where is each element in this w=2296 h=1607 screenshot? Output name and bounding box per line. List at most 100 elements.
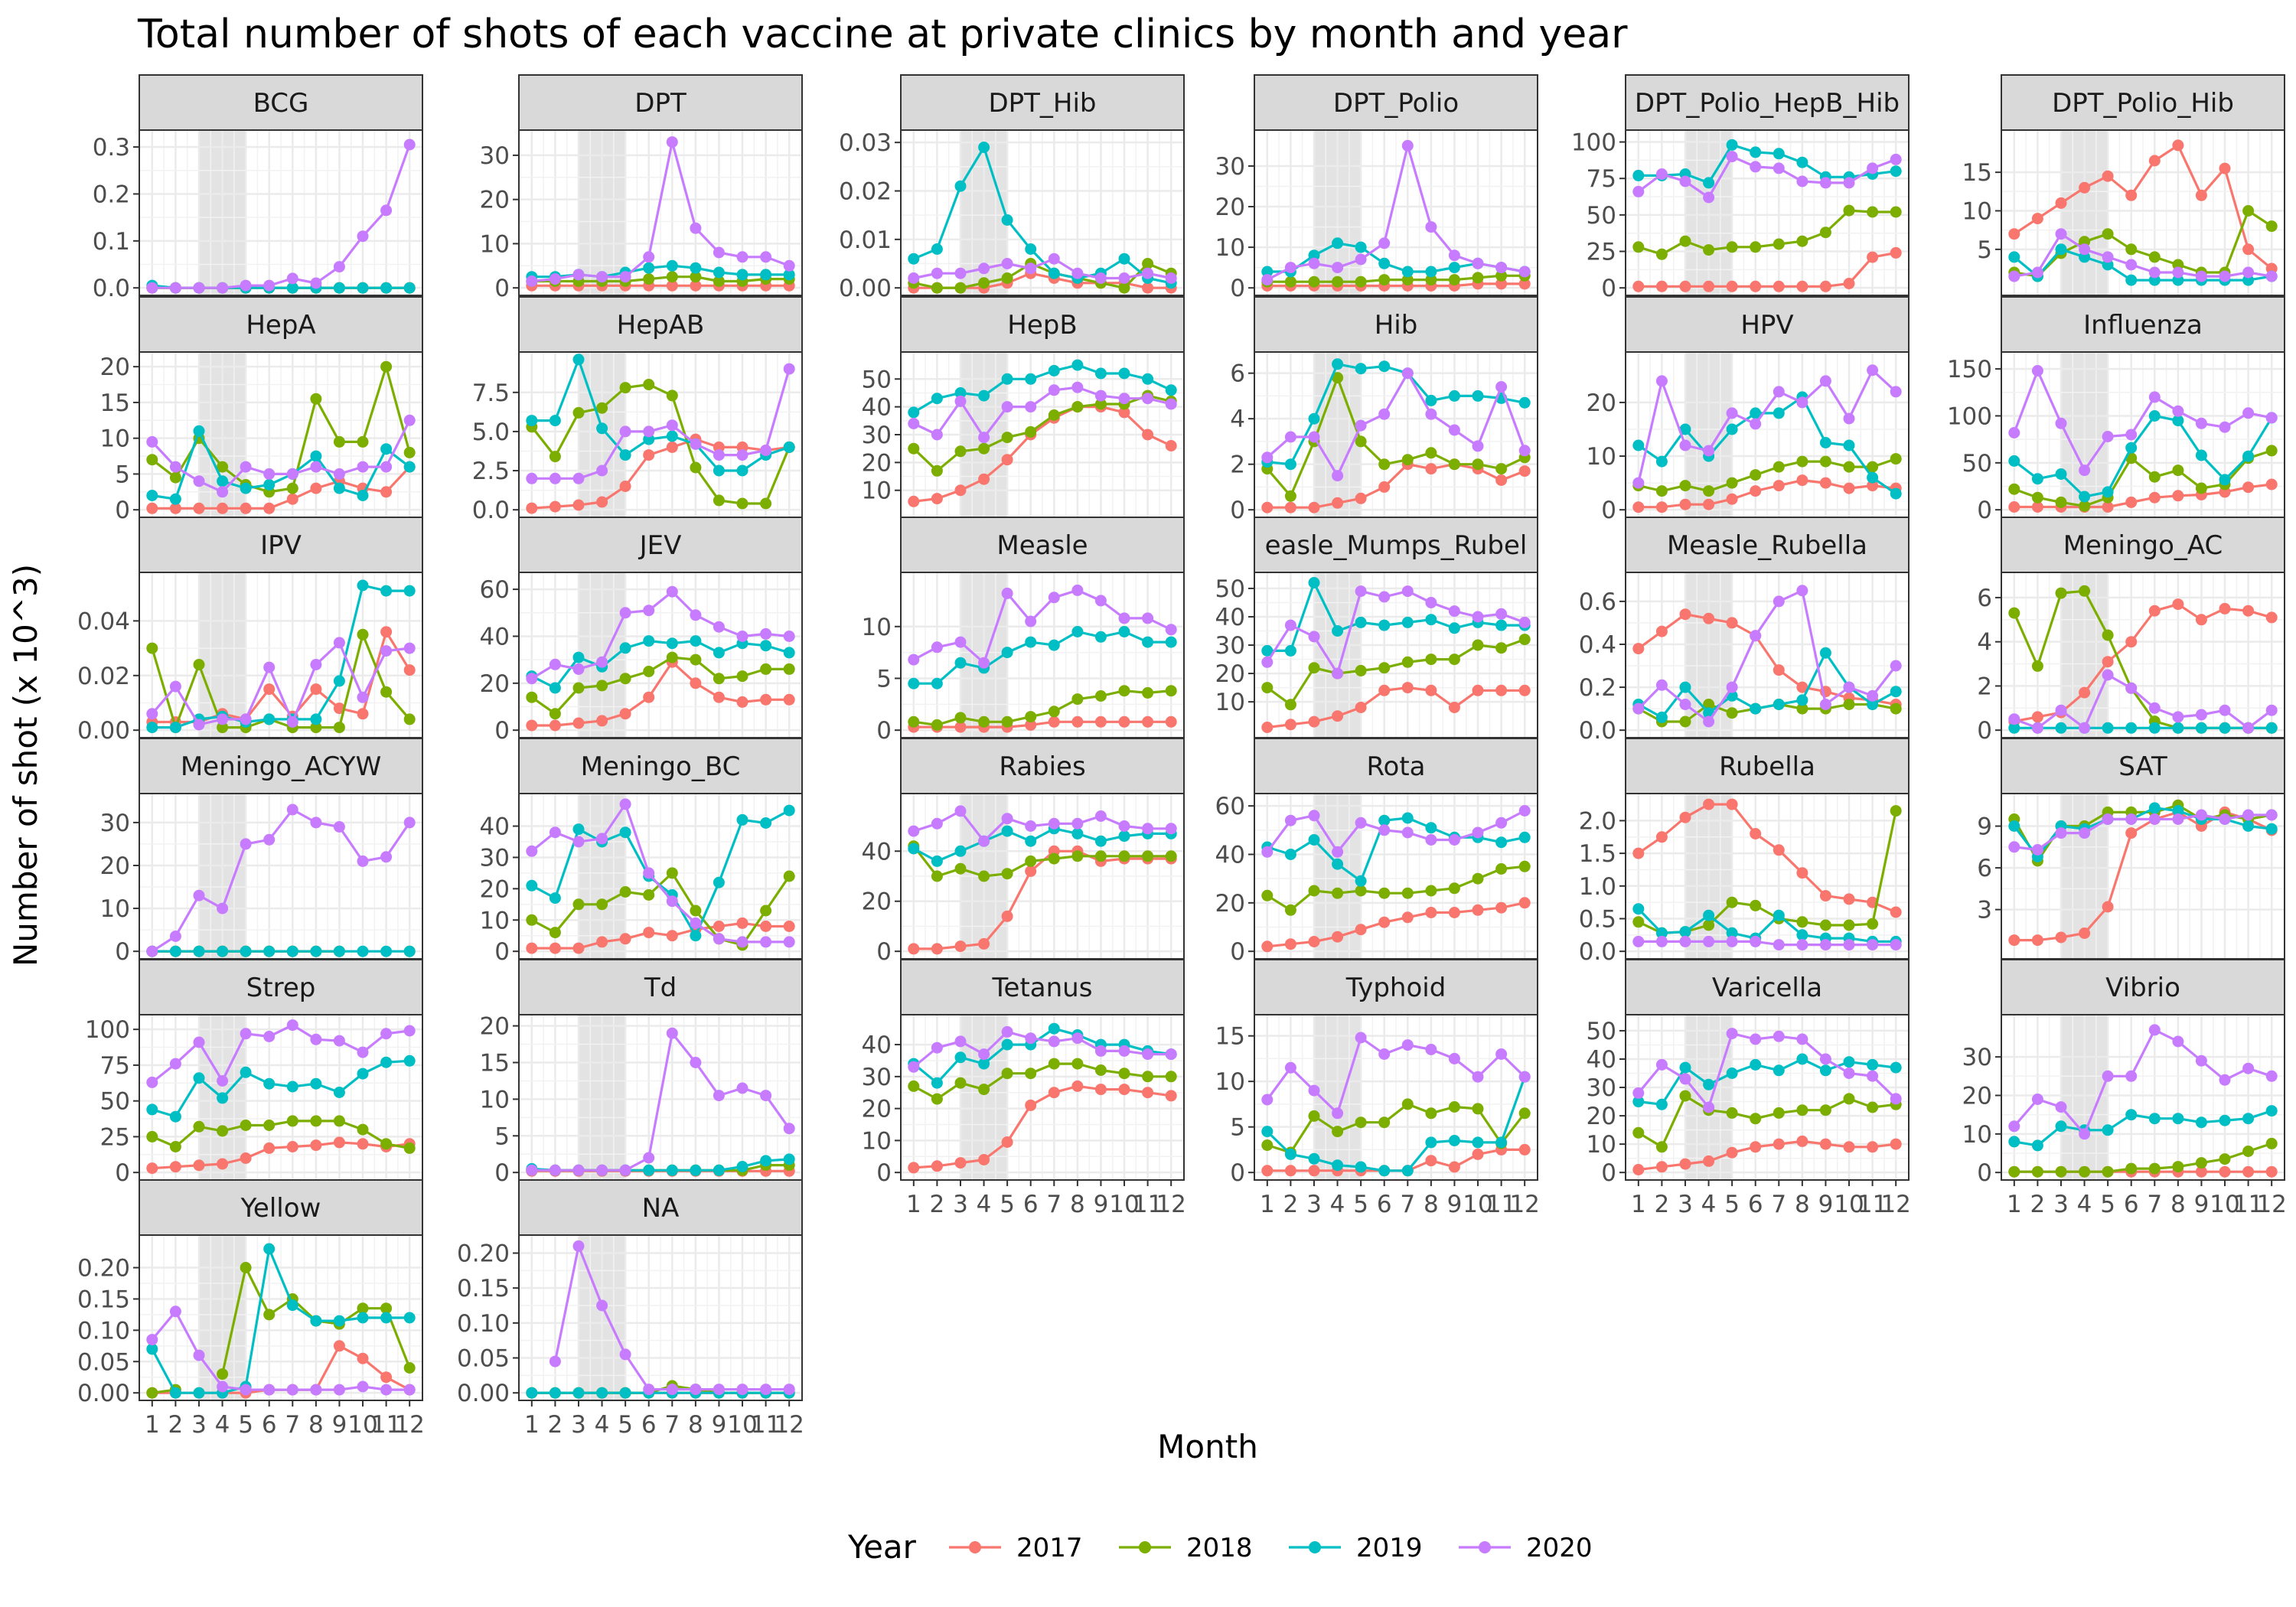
panel-strip-label: Yellow	[240, 1193, 321, 1224]
data-point-2020	[1750, 161, 1762, 173]
series-2018	[908, 685, 1177, 731]
data-point-2020	[1819, 699, 1831, 710]
data-point-2019	[2148, 802, 2161, 814]
panel-strip	[518, 517, 803, 573]
data-point-2019	[2055, 1120, 2067, 1133]
data-point-2019	[2008, 251, 2020, 263]
data-point-2020	[549, 826, 561, 839]
data-point-2019	[713, 266, 725, 279]
data-point-2017	[1679, 498, 1691, 510]
data-point-2017	[1632, 501, 1645, 513]
data-point-2019	[978, 142, 990, 153]
data-point-2017	[2242, 243, 2255, 256]
data-point-2020	[1750, 630, 1762, 642]
x-tick-label: 3	[953, 1191, 968, 1218]
data-point-2020	[217, 713, 229, 725]
data-point-2020	[1867, 1070, 1879, 1082]
data-point-2017	[736, 917, 748, 929]
data-point-2019	[1679, 1061, 1691, 1074]
data-point-2020	[736, 631, 748, 642]
data-point-2019	[2031, 473, 2043, 485]
data-point-2017	[1703, 498, 1715, 510]
data-point-2018	[1094, 398, 1107, 410]
y-tick-label: 15	[1962, 159, 1992, 187]
data-point-2019	[736, 464, 748, 477]
y-tick-label: 0.01	[839, 227, 892, 254]
data-point-2017	[619, 708, 631, 720]
data-point-2018	[403, 1362, 416, 1374]
data-point-2018	[263, 1120, 276, 1131]
legend-swatch-point	[1139, 1541, 1151, 1553]
data-point-2019	[1796, 694, 1808, 706]
data-point-2019	[1655, 455, 1668, 468]
data-point-2017	[1165, 1090, 1177, 1102]
data-point-2019	[1165, 384, 1177, 396]
data-point-2020	[2265, 270, 2278, 282]
data-point-2017	[2102, 901, 2114, 913]
data-point-2017	[1284, 938, 1296, 950]
data-point-2020	[713, 449, 725, 461]
data-point-2018	[1655, 1141, 1668, 1153]
data-point-2018	[526, 691, 538, 703]
data-point-2017	[357, 1352, 369, 1364]
data-point-2020	[978, 657, 990, 669]
data-point-2020	[263, 833, 276, 846]
data-point-2017	[1284, 501, 1296, 513]
y-tick-label: 20	[1215, 660, 1245, 688]
data-point-2018	[2219, 1153, 2231, 1165]
data-point-2018	[2055, 587, 2067, 599]
data-point-2020	[380, 645, 393, 657]
data-point-2017	[1355, 492, 1367, 504]
data-point-2018	[1796, 916, 1808, 928]
data-point-2017	[1308, 1165, 1320, 1177]
data-point-2020	[1703, 445, 1715, 457]
data-point-2019	[357, 1312, 369, 1324]
data-point-2020	[357, 1046, 369, 1058]
data-point-2020	[619, 1164, 631, 1176]
series-2018	[526, 651, 795, 720]
data-point-2018	[146, 642, 158, 654]
data-point-2017	[1679, 1158, 1691, 1170]
data-point-2019	[549, 892, 561, 905]
data-point-2017	[146, 1162, 158, 1175]
data-point-2019	[666, 430, 678, 442]
data-point-2019	[310, 1315, 322, 1327]
data-point-2020	[2148, 702, 2161, 714]
data-point-2019	[1048, 639, 1060, 651]
data-point-2020	[2125, 682, 2138, 694]
data-point-2019	[286, 282, 298, 294]
data-point-2018	[1472, 639, 1484, 651]
data-point-2020	[526, 673, 538, 685]
y-tick-label: 0	[1230, 1159, 1245, 1187]
series-2018	[908, 1058, 1177, 1105]
data-point-2019	[1679, 926, 1691, 938]
data-point-2019	[1819, 1064, 1831, 1077]
data-point-2020	[666, 585, 678, 598]
x-tick-label: 9	[1094, 1191, 1109, 1218]
data-point-2019	[1355, 241, 1367, 253]
x-tick-label: 4	[1330, 1191, 1345, 1218]
data-point-2018	[2148, 251, 2161, 263]
data-point-2019	[2102, 1124, 2114, 1136]
y-tick-label: 40	[862, 1032, 892, 1059]
data-point-2017	[713, 691, 725, 703]
panel-strip	[900, 296, 1185, 353]
data-point-2020	[783, 259, 795, 272]
series-2019	[146, 1054, 416, 1123]
data-point-2018	[978, 277, 990, 289]
data-point-2019	[1001, 647, 1013, 659]
data-point-2017	[1332, 710, 1344, 722]
data-point-2019	[1448, 1135, 1460, 1146]
data-point-2020	[1001, 813, 1013, 825]
y-tick-label: 30	[1587, 1074, 1616, 1102]
data-point-2020	[1025, 1032, 1037, 1045]
data-point-2020	[1890, 386, 1902, 398]
panel-strip-label: JEV	[638, 530, 682, 561]
data-point-2019	[783, 269, 795, 281]
data-point-2018	[1118, 850, 1130, 862]
chart-title: Total number of shots of each vaccine at…	[137, 11, 1628, 57]
series-2020	[908, 805, 1177, 847]
